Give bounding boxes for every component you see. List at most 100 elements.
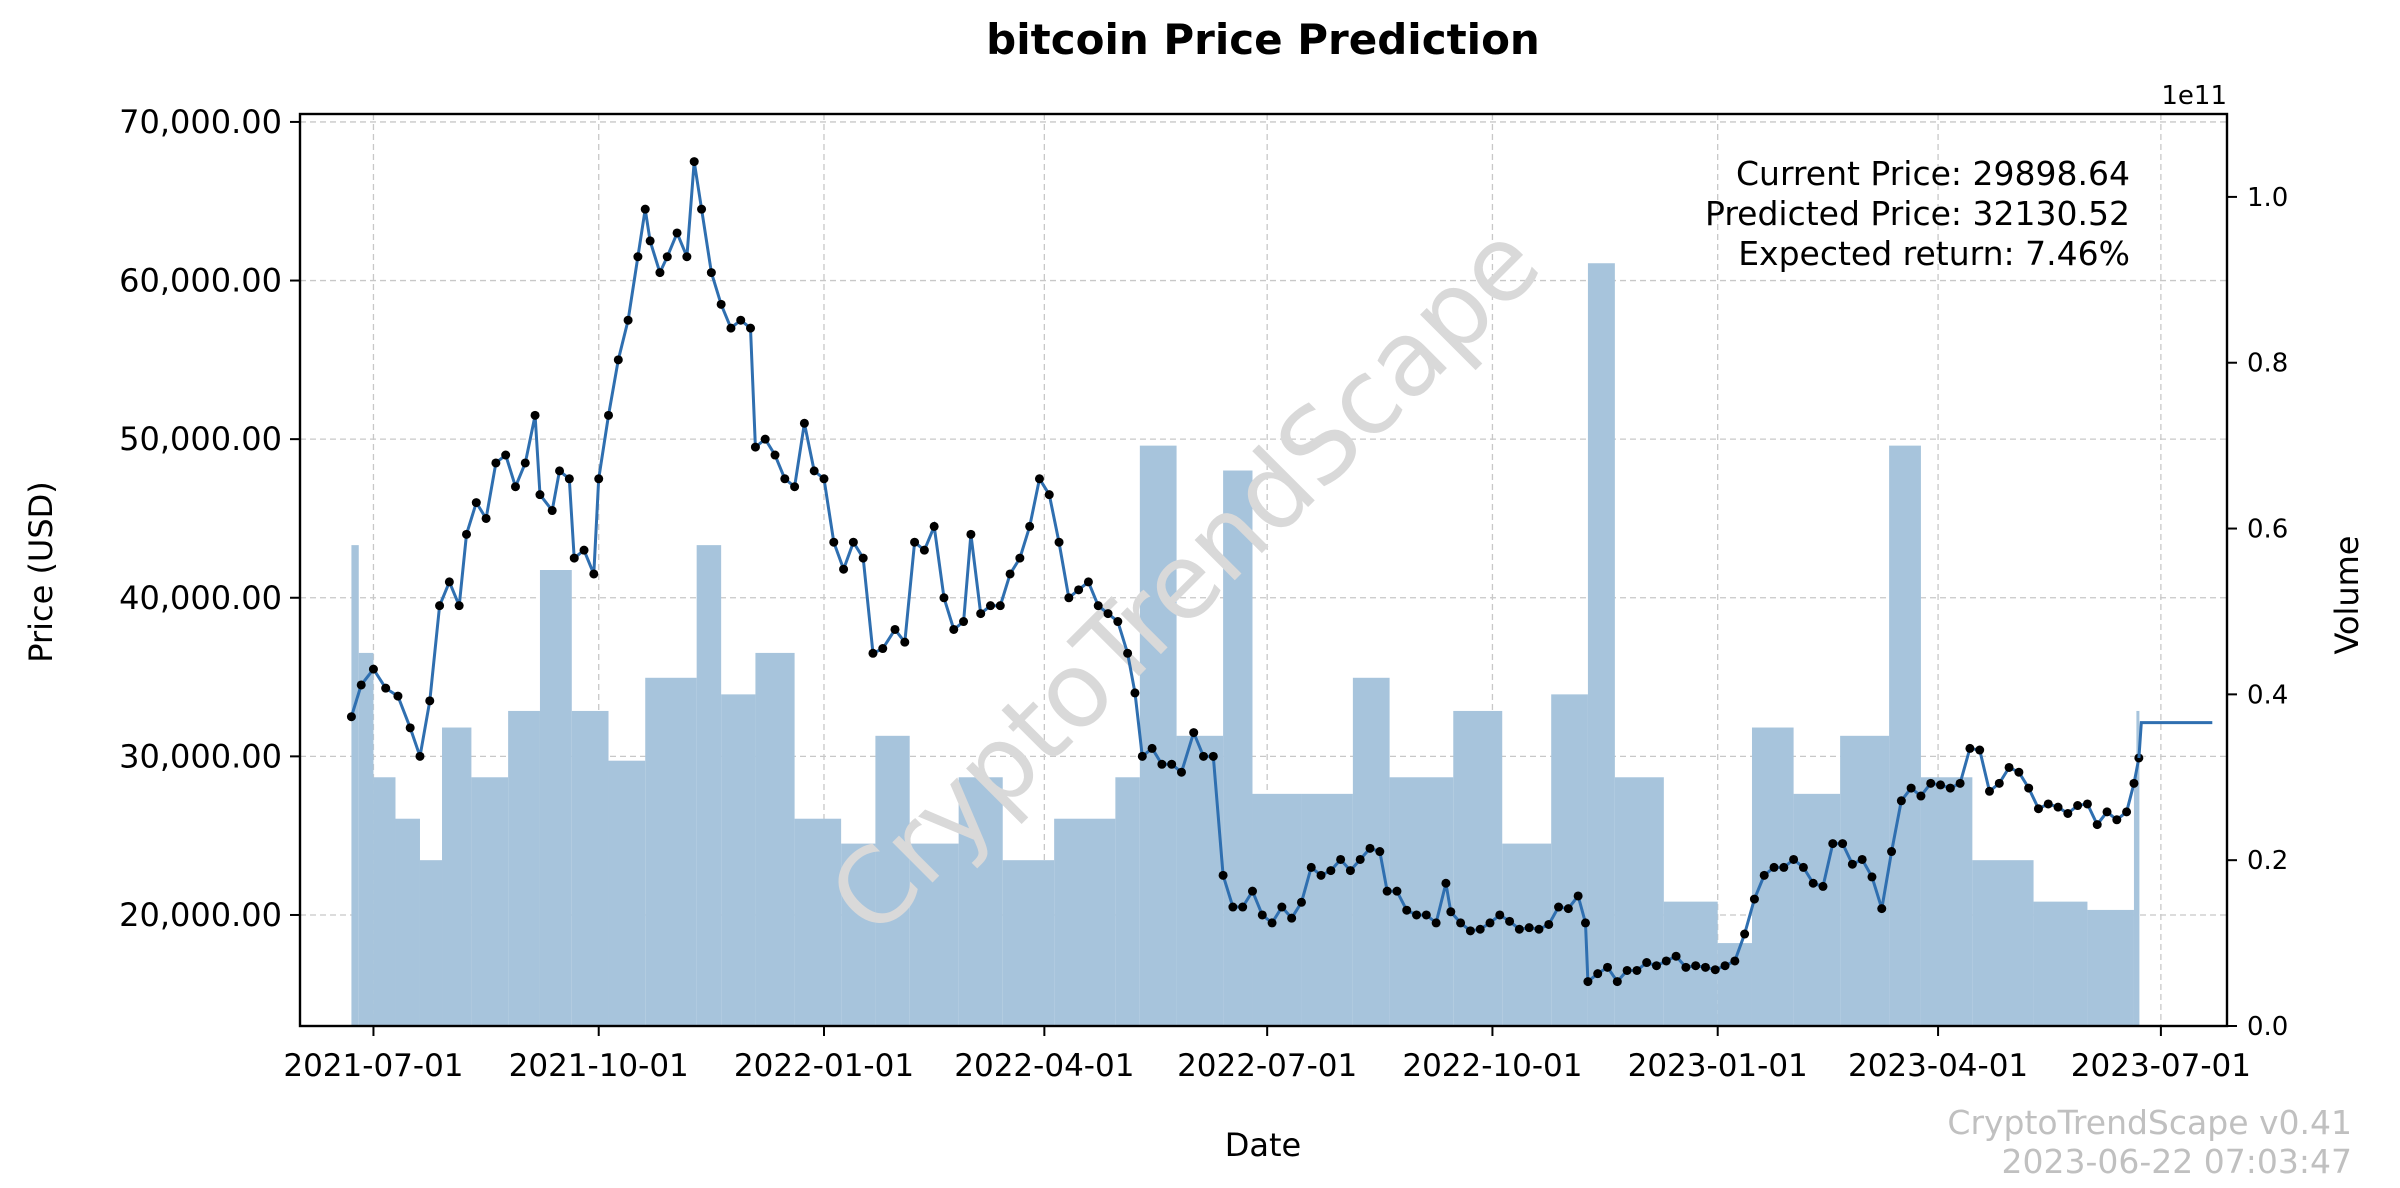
volume-bar xyxy=(909,843,959,1026)
price-point xyxy=(547,506,557,516)
price-point xyxy=(368,664,378,674)
y-tick-label: 70,000.00 xyxy=(119,103,282,141)
price-point xyxy=(770,450,780,460)
volume-bar xyxy=(1389,777,1454,1026)
price-point xyxy=(1495,910,1505,920)
volume-bar xyxy=(471,777,509,1026)
price-point xyxy=(1661,956,1671,966)
price-point xyxy=(1838,839,1848,849)
price-point xyxy=(1580,918,1590,928)
price-point xyxy=(1456,918,1466,928)
price-point xyxy=(2053,802,2063,812)
price-point xyxy=(2014,767,2024,777)
price-point xyxy=(1514,924,1524,934)
price-point xyxy=(2033,804,2043,814)
volume-bar xyxy=(1551,694,1588,1026)
price-point xyxy=(393,691,403,701)
price-point xyxy=(1769,862,1779,872)
price-point xyxy=(1345,866,1355,876)
price-point xyxy=(1238,902,1248,912)
volume-bar xyxy=(2033,901,2088,1026)
volume-bar xyxy=(1502,843,1552,1026)
x-tick-label: 2023-04-01 xyxy=(1848,1048,2028,1084)
footer: CryptoTrendScape v0.41 2023-06-22 07:03:… xyxy=(1947,1103,2352,1181)
price-point xyxy=(1287,913,1297,923)
footer-version: CryptoTrendScape v0.41 xyxy=(1947,1103,2352,1142)
price-point xyxy=(662,252,672,262)
volume-bar xyxy=(1054,818,1116,1026)
y-axis-label: Price (USD) xyxy=(22,481,60,663)
price-point xyxy=(462,529,472,539)
price-point xyxy=(564,474,574,484)
volume-bar xyxy=(794,818,842,1026)
price-point xyxy=(2129,778,2139,788)
prediction-line xyxy=(2137,721,2213,759)
volume-bar xyxy=(1115,777,1140,1026)
price-point xyxy=(1218,870,1228,880)
price-point xyxy=(1277,902,1287,912)
price-point xyxy=(1382,886,1392,896)
price-point xyxy=(1847,859,1857,869)
price-point xyxy=(1015,553,1025,563)
x-tick-label: 2022-07-01 xyxy=(1177,1048,1357,1084)
x-tick-label: 2021-10-01 xyxy=(509,1048,689,1084)
price-point xyxy=(900,637,910,647)
price-point xyxy=(1475,924,1485,934)
volume-bar xyxy=(2133,777,2137,1026)
price-series xyxy=(346,157,2144,987)
expected-return-text: Expected return: 7.46% xyxy=(1738,234,2130,273)
volume-bar xyxy=(358,652,374,1026)
price-point xyxy=(1554,902,1564,912)
price-point xyxy=(689,157,699,167)
x-tick-label: 2022-10-01 xyxy=(1402,1048,1582,1084)
price-point xyxy=(535,490,545,500)
price-point xyxy=(1267,918,1277,928)
price-point xyxy=(1093,601,1103,611)
price-point xyxy=(1651,961,1661,971)
volume-bar xyxy=(1002,860,1055,1026)
price-point xyxy=(1936,780,1946,790)
price-point xyxy=(1167,759,1177,769)
price-point xyxy=(1730,956,1740,966)
y2-tick-label: 1.0 xyxy=(2247,183,2288,213)
price-point xyxy=(633,252,643,262)
volume-bar xyxy=(571,710,609,1026)
price-point xyxy=(454,601,464,611)
price-point xyxy=(1583,977,1593,987)
price-point xyxy=(1975,745,1985,755)
price-point xyxy=(2024,783,2034,793)
price-point xyxy=(1465,926,1475,936)
price-point xyxy=(910,537,920,547)
price-point xyxy=(1955,778,1965,788)
price-point xyxy=(604,410,614,420)
price-point xyxy=(435,601,445,611)
y2-axis-label: Volume xyxy=(2328,535,2366,654)
price-point xyxy=(1887,847,1897,857)
price-point xyxy=(1808,878,1818,888)
price-point xyxy=(1945,783,1955,793)
price-point xyxy=(2102,807,2112,817)
price-point xyxy=(682,252,692,262)
price-point xyxy=(1906,783,1916,793)
price-point xyxy=(555,466,565,476)
volume-bar xyxy=(2136,710,2140,1026)
price-point xyxy=(760,434,770,444)
x-tick-label: 2022-01-01 xyxy=(734,1048,914,1084)
price-point xyxy=(809,466,819,476)
price-point xyxy=(799,418,809,428)
volume-bar xyxy=(395,818,420,1026)
price-point xyxy=(959,617,969,627)
price-point xyxy=(1431,918,1441,928)
price-point xyxy=(1034,474,1044,484)
price-point xyxy=(1441,878,1451,888)
price-point xyxy=(471,498,481,508)
volume-bar xyxy=(1717,943,1752,1026)
y2-tick-label: 0.8 xyxy=(2247,349,2288,379)
price-point xyxy=(697,204,707,214)
price-point xyxy=(750,442,760,452)
price-point xyxy=(1421,910,1431,920)
price-point xyxy=(1064,593,1074,603)
price-point xyxy=(1916,791,1926,801)
volume-bar xyxy=(755,652,795,1026)
volume-bar xyxy=(1139,445,1177,1026)
